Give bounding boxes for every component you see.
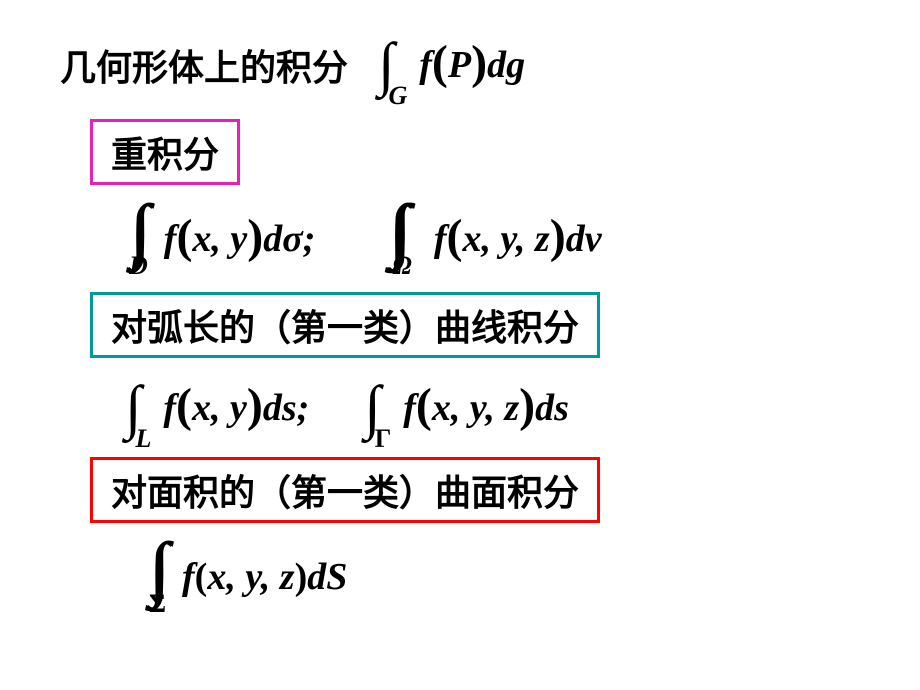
box-label-2: 对弧长的（第一类）曲线积分	[90, 292, 600, 358]
integral-sub: G	[388, 81, 407, 111]
eq-arg: x, y	[192, 386, 247, 430]
section-surface-integral: 对面积的（第一类）曲面积分	[60, 457, 860, 523]
eq-diff: ds	[535, 386, 569, 430]
equation-row-3: ∫∫ Σ f ( x, y, z ) dS	[135, 538, 860, 615]
section-line-integral: 对弧长的（第一类）曲线积分	[60, 292, 860, 358]
eq-fn: f	[182, 555, 195, 599]
section-multiple-integral: 重积分	[60, 119, 860, 185]
eq-arg: x, y, z	[432, 386, 519, 430]
double-integral: ∫∫ D f ( x, y ) dσ;	[115, 200, 315, 277]
paren-close: )	[471, 35, 487, 90]
eq-fn: f	[163, 386, 176, 430]
eq-diff: ds;	[263, 386, 309, 430]
eq-diff: dS	[307, 555, 347, 599]
eq-diff: dσ;	[263, 217, 315, 261]
line-integral-2d: ∫ L f ( x, y ) ds;	[125, 373, 309, 442]
line-integral-3d: ∫ Γ f ( x, y, z ) ds	[364, 373, 569, 442]
int-sub: Γ	[375, 424, 392, 454]
equation-row-1: ∫∫ D f ( x, y ) dσ; ∫∫∫ Ω f ( x, y, z ) …	[115, 200, 860, 277]
eq-fn: f	[164, 217, 177, 261]
triple-int-sub: Ω	[392, 255, 411, 277]
equation-row-2: ∫ L f ( x, y ) ds; ∫ Γ f ( x, y, z ) ds	[125, 373, 860, 442]
integral-diff: dg	[487, 43, 525, 87]
eq-fn: f	[434, 217, 447, 261]
triple-integral: ∫∫∫ Ω f ( x, y, z ) dv	[370, 200, 601, 277]
surf-int-sub: Σ	[149, 593, 166, 615]
eq-arg: x, y, z	[462, 217, 549, 261]
title-integral: ∫ G f ( P ) dg	[378, 30, 525, 99]
paren-open: (	[432, 35, 448, 90]
eq-arg: x, y	[192, 217, 247, 261]
int-sub: L	[135, 424, 151, 454]
box-label-1: 重积分	[90, 119, 240, 185]
box-label-3: 对面积的（第一类）曲面积分	[90, 457, 600, 523]
double-int-sub: D	[129, 255, 148, 277]
title-row: 几何形体上的积分 ∫ G f ( P ) dg	[60, 30, 860, 99]
page-title: 几何形体上的积分	[60, 39, 348, 91]
integral-arg: P	[448, 43, 471, 87]
surface-integral: ∫∫ Σ f ( x, y, z ) dS	[135, 538, 347, 615]
eq-arg: x, y, z	[207, 555, 294, 599]
integral-fn: f	[419, 43, 432, 87]
eq-fn: f	[403, 386, 416, 430]
eq-diff: dv	[566, 217, 602, 261]
